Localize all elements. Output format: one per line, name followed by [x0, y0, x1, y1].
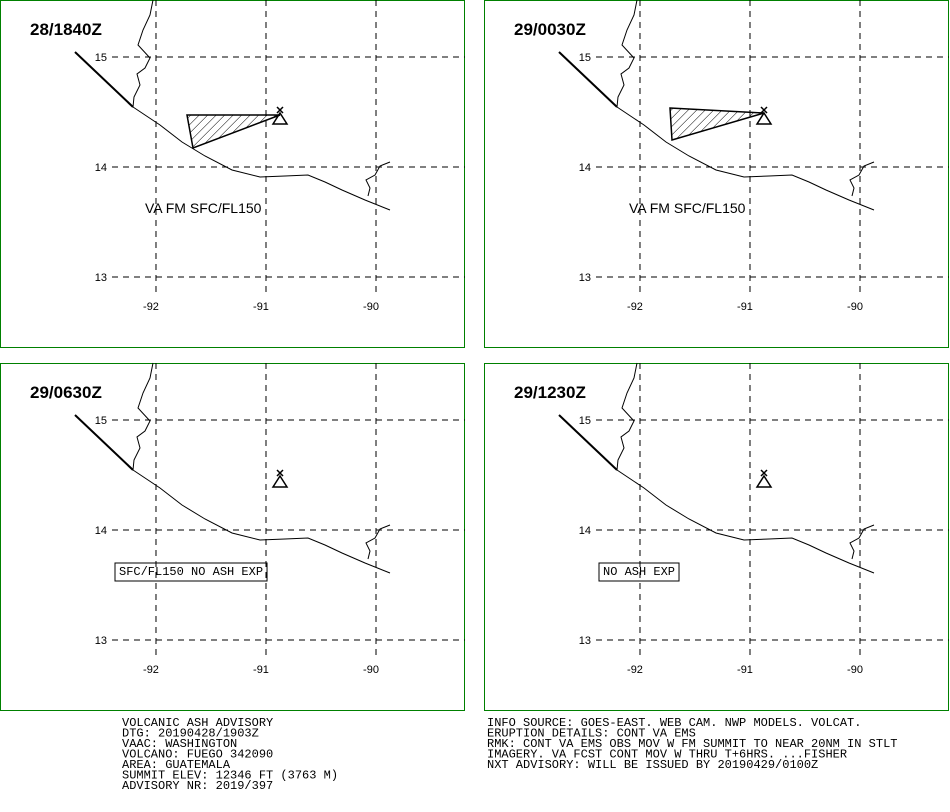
- volcano-symbol: [755, 474, 773, 488]
- coastline: [616, 106, 875, 211]
- coastline: [74, 414, 134, 471]
- advisory-line: INFO SOURCE: GOES-EAST. WEB CAM. NWP MOD…: [487, 716, 861, 730]
- advisory-line: VOLCANO: FUEGO 342090: [122, 748, 273, 762]
- advisory-line: VAAC: WASHINGTON: [122, 737, 237, 751]
- lon-tick-label: -91: [253, 301, 269, 313]
- border: [849, 524, 875, 560]
- volcano-symbol: [271, 111, 289, 125]
- coastline: [616, 469, 875, 574]
- panel-frame: [0, 0, 465, 348]
- advisory-line: SUMMIT ELEV: 12346 FT (3763 M): [122, 769, 338, 783]
- advisory-line: ADVISORY NR: 2019/397: [122, 779, 273, 793]
- volcano-symbol: [276, 106, 284, 114]
- advisory-line: RMK: CONT VA EMS OBS MOV W FM SUMMIT TO …: [487, 737, 897, 751]
- border: [616, 362, 638, 471]
- volcano-symbol: [760, 469, 768, 477]
- label-box: [598, 562, 680, 582]
- lon-tick-label: -91: [737, 664, 753, 676]
- advisory-line: IMAGERY. VA FCST CONT MOV W THRU T+6HRS.…: [487, 748, 847, 762]
- lon-tick-label: -90: [363, 664, 379, 676]
- border: [365, 524, 391, 560]
- label-box: [114, 562, 268, 582]
- advisory-line: VOLCANIC ASH ADVISORY: [122, 716, 273, 730]
- lon-tick-label: -91: [737, 301, 753, 313]
- lat-tick-label: 15: [579, 415, 591, 427]
- panel-frame: [484, 363, 949, 711]
- lat-tick-label: 14: [95, 162, 107, 174]
- advisory-line: AREA: GUATEMALA: [122, 758, 231, 772]
- panel-time: 29/0030Z: [514, 20, 586, 39]
- lon-tick-label: -92: [627, 664, 643, 676]
- panel-label: SFC/FL150 NO ASH EXP: [119, 565, 263, 579]
- advisory-line: NXT ADVISORY: WILL BE ISSUED BY 20190429…: [487, 758, 818, 772]
- lon-tick-label: -90: [363, 301, 379, 313]
- border: [132, 362, 154, 471]
- map-panel: 15 14 13 -92 -91 -90 29/0030Z VA FM SFC/FL150: [484, 0, 949, 348]
- panel-label: VA FM SFC/FL150: [145, 200, 262, 216]
- coastline: [132, 106, 391, 211]
- lon-tick-label: -92: [143, 301, 159, 313]
- coastline: [558, 414, 618, 471]
- panel-time: 29/0630Z: [30, 383, 102, 402]
- advisory-line: DTG: 20190428/1903Z: [122, 727, 259, 741]
- lat-tick-label: 13: [579, 635, 591, 647]
- volcano-symbol: [760, 106, 768, 114]
- ash-area: [669, 107, 765, 141]
- volcano-symbol: [271, 474, 289, 488]
- panel-label: VA FM SFC/FL150: [629, 200, 746, 216]
- volcano-symbol: [276, 469, 284, 477]
- lat-tick-label: 13: [95, 272, 107, 284]
- lat-tick-label: 14: [95, 525, 107, 537]
- lat-tick-label: 14: [579, 525, 591, 537]
- panel-time: 28/1840Z: [30, 20, 102, 39]
- lon-tick-label: -92: [143, 664, 159, 676]
- lon-tick-label: -90: [847, 301, 863, 313]
- lon-tick-label: -92: [627, 301, 643, 313]
- border: [849, 161, 875, 197]
- advisory-line: ERUPTION DETAILS: CONT VA EMS: [487, 727, 696, 741]
- lat-tick-label: 13: [579, 272, 591, 284]
- lat-tick-label: 15: [95, 415, 107, 427]
- lon-tick-label: -91: [253, 664, 269, 676]
- lat-tick-label: 14: [579, 162, 591, 174]
- map-panel: 15 14 13 -92 -91 -90 29/0630Z SFC/FL150 NO ASH …: [0, 362, 465, 711]
- panel-frame: [0, 363, 465, 711]
- coastline: [132, 469, 391, 574]
- volcano-symbol: [755, 111, 773, 125]
- border: [616, 0, 638, 108]
- lat-tick-label: 15: [95, 52, 107, 64]
- map-panel: 15 14 13 -92 -91 -90 28/1840Z VA FM SFC/FL150: [0, 0, 465, 348]
- lat-tick-label: 13: [95, 635, 107, 647]
- panel-label: NO ASH EXP: [603, 565, 675, 579]
- lon-tick-label: -90: [847, 664, 863, 676]
- lat-tick-label: 15: [579, 52, 591, 64]
- ash-area: [186, 114, 281, 150]
- border: [365, 161, 391, 197]
- map-panel: 15 14 13 -92 -91 -90 29/1230Z NO ASH EXP: [484, 362, 949, 711]
- panel-time: 29/1230Z: [514, 383, 586, 402]
- coastline: [558, 51, 618, 108]
- coastline: [74, 51, 134, 108]
- border: [132, 0, 154, 108]
- panel-frame: [484, 0, 949, 348]
